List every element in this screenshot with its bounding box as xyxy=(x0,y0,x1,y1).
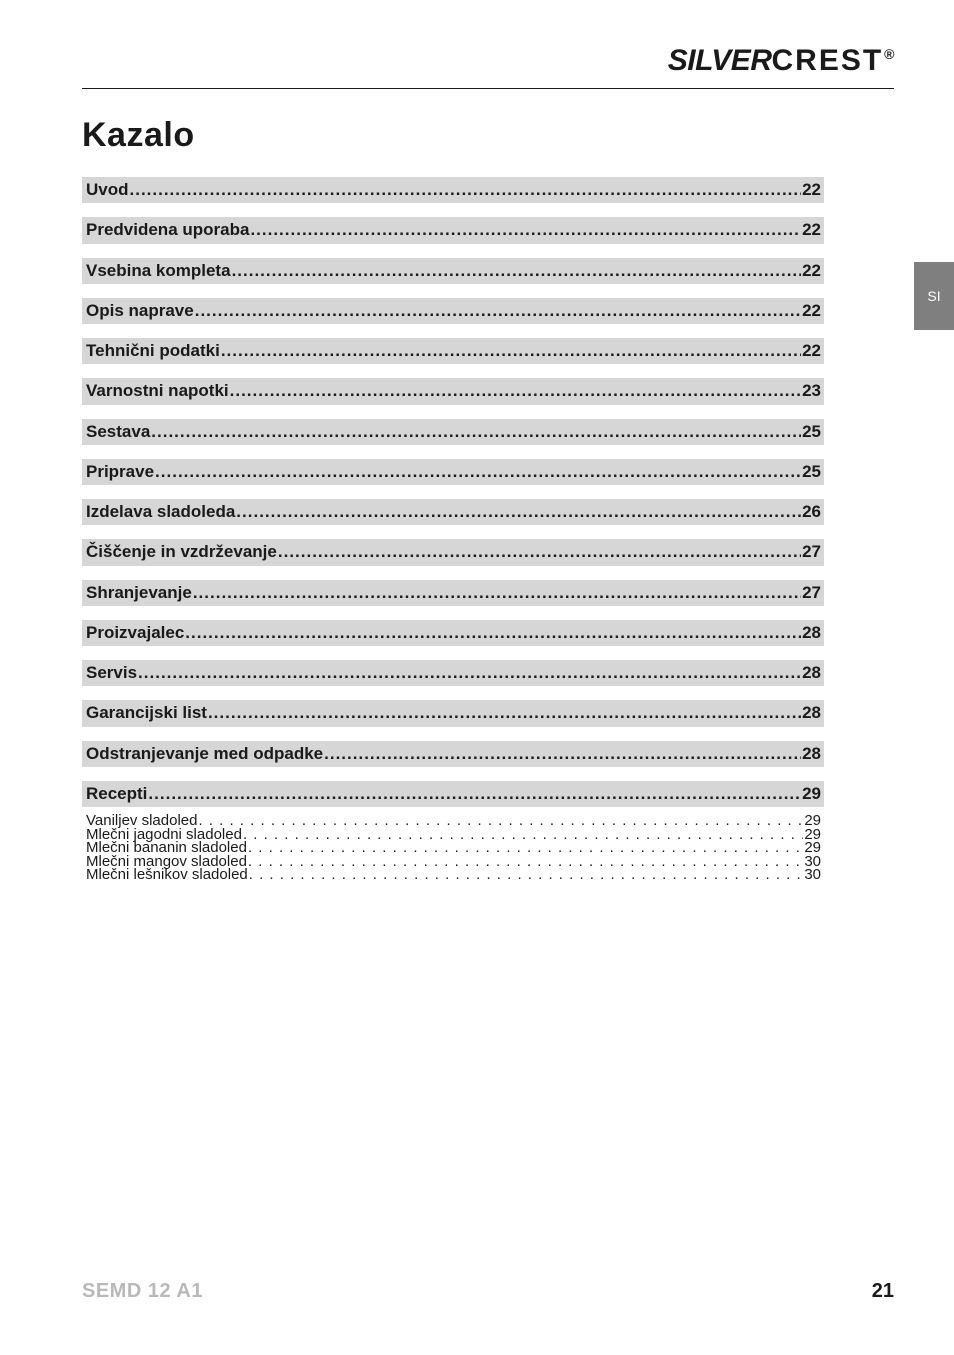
toc-label: Odstranjevanje med odpadke xyxy=(86,743,323,764)
toc-leader xyxy=(236,501,801,522)
toc-leader xyxy=(232,260,802,281)
toc-label: Čiščenje in vzdrževanje xyxy=(86,541,277,562)
toc-row-main: Odstranjevanje med odpadke 28 xyxy=(82,741,824,767)
toc-page: 29 xyxy=(802,783,821,804)
toc-row-main: Varnostni napotki 23 xyxy=(82,378,824,404)
toc-row-main: Shranjevanje 27 xyxy=(82,580,824,606)
toc-label: Opis naprave xyxy=(86,300,194,321)
toc-label: Varnostni napotki xyxy=(86,380,229,401)
toc-label: Servis xyxy=(86,662,137,683)
toc-label: Vsebina kompleta xyxy=(86,260,231,281)
toc-page: 22 xyxy=(802,260,821,281)
toc-row-main: Priprave 25 xyxy=(82,459,824,485)
toc-leader xyxy=(278,541,801,562)
toc-page: 22 xyxy=(802,300,821,321)
toc-leader xyxy=(250,219,801,240)
toc-page: 28 xyxy=(802,662,821,683)
toc-page: 22 xyxy=(802,219,821,240)
toc-row-sub: Mlečni lešnikov sladoled 30 xyxy=(82,864,824,887)
toc-label: Proizvajalec xyxy=(86,622,184,643)
toc-leader xyxy=(138,662,801,683)
brand-logo: SILVERCREST® xyxy=(668,44,894,78)
footer: SEMD 12 A1 21 xyxy=(82,1280,894,1303)
toc-row-main: Sestava 25 xyxy=(82,419,824,445)
toc-page: 27 xyxy=(802,541,821,562)
toc-page: 28 xyxy=(802,743,821,764)
page: SILVERCREST® Kazalo Uvod22Predvidena upo… xyxy=(0,0,954,1355)
toc-row-main: Recepti 29 xyxy=(82,781,824,807)
toc-page: 22 xyxy=(802,340,821,361)
toc-page: 30 xyxy=(804,864,821,887)
toc-row-main: Uvod 22 xyxy=(82,177,824,203)
toc-page: 26 xyxy=(802,501,821,522)
toc-label: Uvod xyxy=(86,179,129,200)
toc-leader xyxy=(185,622,801,643)
toc-label: Tehnični podatki xyxy=(86,340,220,361)
toc-leader xyxy=(221,340,801,361)
toc-leader xyxy=(193,582,801,603)
toc-leader xyxy=(148,783,801,804)
language-tab-label: SI xyxy=(927,288,940,304)
toc-leader xyxy=(324,743,801,764)
brand-registered: ® xyxy=(884,46,894,62)
toc-page: 25 xyxy=(802,421,821,442)
toc-leader xyxy=(230,380,801,401)
toc-leader xyxy=(208,702,801,723)
toc-page: 28 xyxy=(802,702,821,723)
toc-row-main: Vsebina kompleta 22 xyxy=(82,258,824,284)
toc-label: Sestava xyxy=(86,421,150,442)
footer-page-number: 21 xyxy=(872,1280,894,1303)
toc-row-main: Tehnični podatki 22 xyxy=(82,338,824,364)
footer-model: SEMD 12 A1 xyxy=(82,1280,203,1303)
language-tab: SI xyxy=(914,262,954,330)
toc-leader xyxy=(155,461,801,482)
toc-row-main: Predvidena uporaba 22 xyxy=(82,217,824,243)
brand-part-a: SILVER xyxy=(668,44,772,77)
toc-row-main: Servis 28 xyxy=(82,660,824,686)
toc-leader xyxy=(249,864,804,887)
toc-page: 27 xyxy=(802,582,821,603)
toc-leader xyxy=(130,179,802,200)
toc-leader xyxy=(151,421,801,442)
toc-label: Garancijski list xyxy=(86,702,207,723)
header-rule xyxy=(82,88,894,89)
toc-row-main: Proizvajalec 28 xyxy=(82,620,824,646)
toc-page: 28 xyxy=(802,622,821,643)
toc-leader xyxy=(195,300,801,321)
toc-row-main: Čiščenje in vzdrževanje 27 xyxy=(82,539,824,565)
toc-label: Izdelava sladoleda xyxy=(86,501,235,522)
toc-label: Recepti xyxy=(86,783,147,804)
toc-label: Mlečni lešnikov sladoled xyxy=(86,864,248,887)
toc-row-main: Izdelava sladoleda 26 xyxy=(82,499,824,525)
toc-label: Priprave xyxy=(86,461,154,482)
toc-label: Shranjevanje xyxy=(86,582,192,603)
toc-page: 25 xyxy=(802,461,821,482)
brand-part-b: CREST xyxy=(771,44,883,77)
toc-page: 22 xyxy=(802,179,821,200)
toc-label: Predvidena uporaba xyxy=(86,219,249,240)
page-title: Kazalo xyxy=(82,116,894,155)
toc-row-main: Opis naprave 22 xyxy=(82,298,824,324)
toc-page: 23 xyxy=(802,380,821,401)
toc-row-main: Garancijski list 28 xyxy=(82,700,824,726)
table-of-contents: Uvod22Predvidena uporaba22Vsebina komple… xyxy=(82,177,824,887)
